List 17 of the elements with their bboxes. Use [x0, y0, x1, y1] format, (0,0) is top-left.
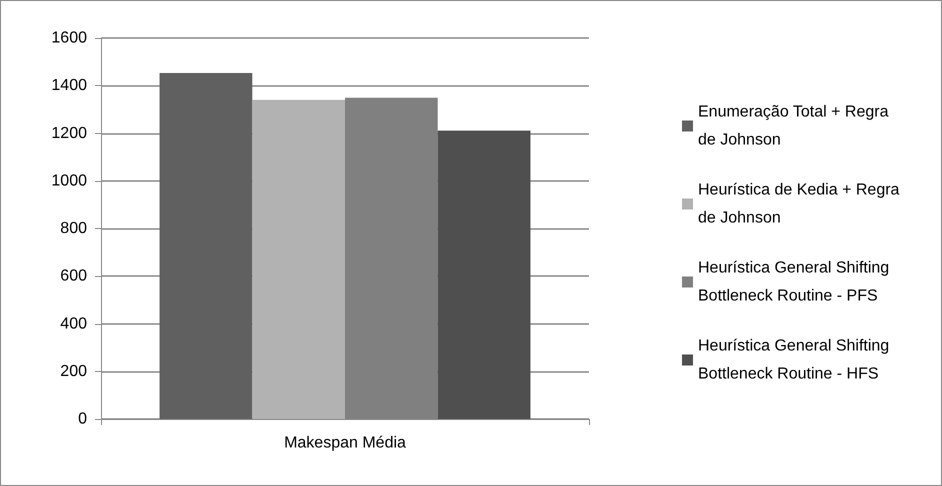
- legend-label: Heurística General Shifting Bottleneck Routine - PFS: [698, 260, 894, 304]
- bar: [252, 100, 345, 419]
- legend-label: Heurística General Shifting Bottleneck Routine - HFS: [698, 338, 894, 382]
- bar: [438, 130, 530, 419]
- y-tick-label: 1600: [51, 30, 88, 46]
- y-tick-label: 1400: [51, 77, 88, 94]
- legend-label: Heurística de Kedia + Regra de Johnson: [698, 182, 904, 226]
- y-tick-label: 1000: [51, 172, 88, 190]
- legend-label: Enumeração Total + Regra de Johnson: [698, 104, 893, 148]
- bar: [160, 73, 252, 419]
- y-tick-label: 200: [60, 362, 88, 380]
- y-tick-label: 400: [60, 315, 88, 332]
- x-tick-label: Makespan Média: [284, 434, 406, 452]
- y-tick-label: 1200: [51, 124, 88, 142]
- y-tick-label: 800: [60, 220, 88, 237]
- y-tick-label: 600: [60, 268, 88, 285]
- y-tick-label: 0: [78, 410, 88, 428]
